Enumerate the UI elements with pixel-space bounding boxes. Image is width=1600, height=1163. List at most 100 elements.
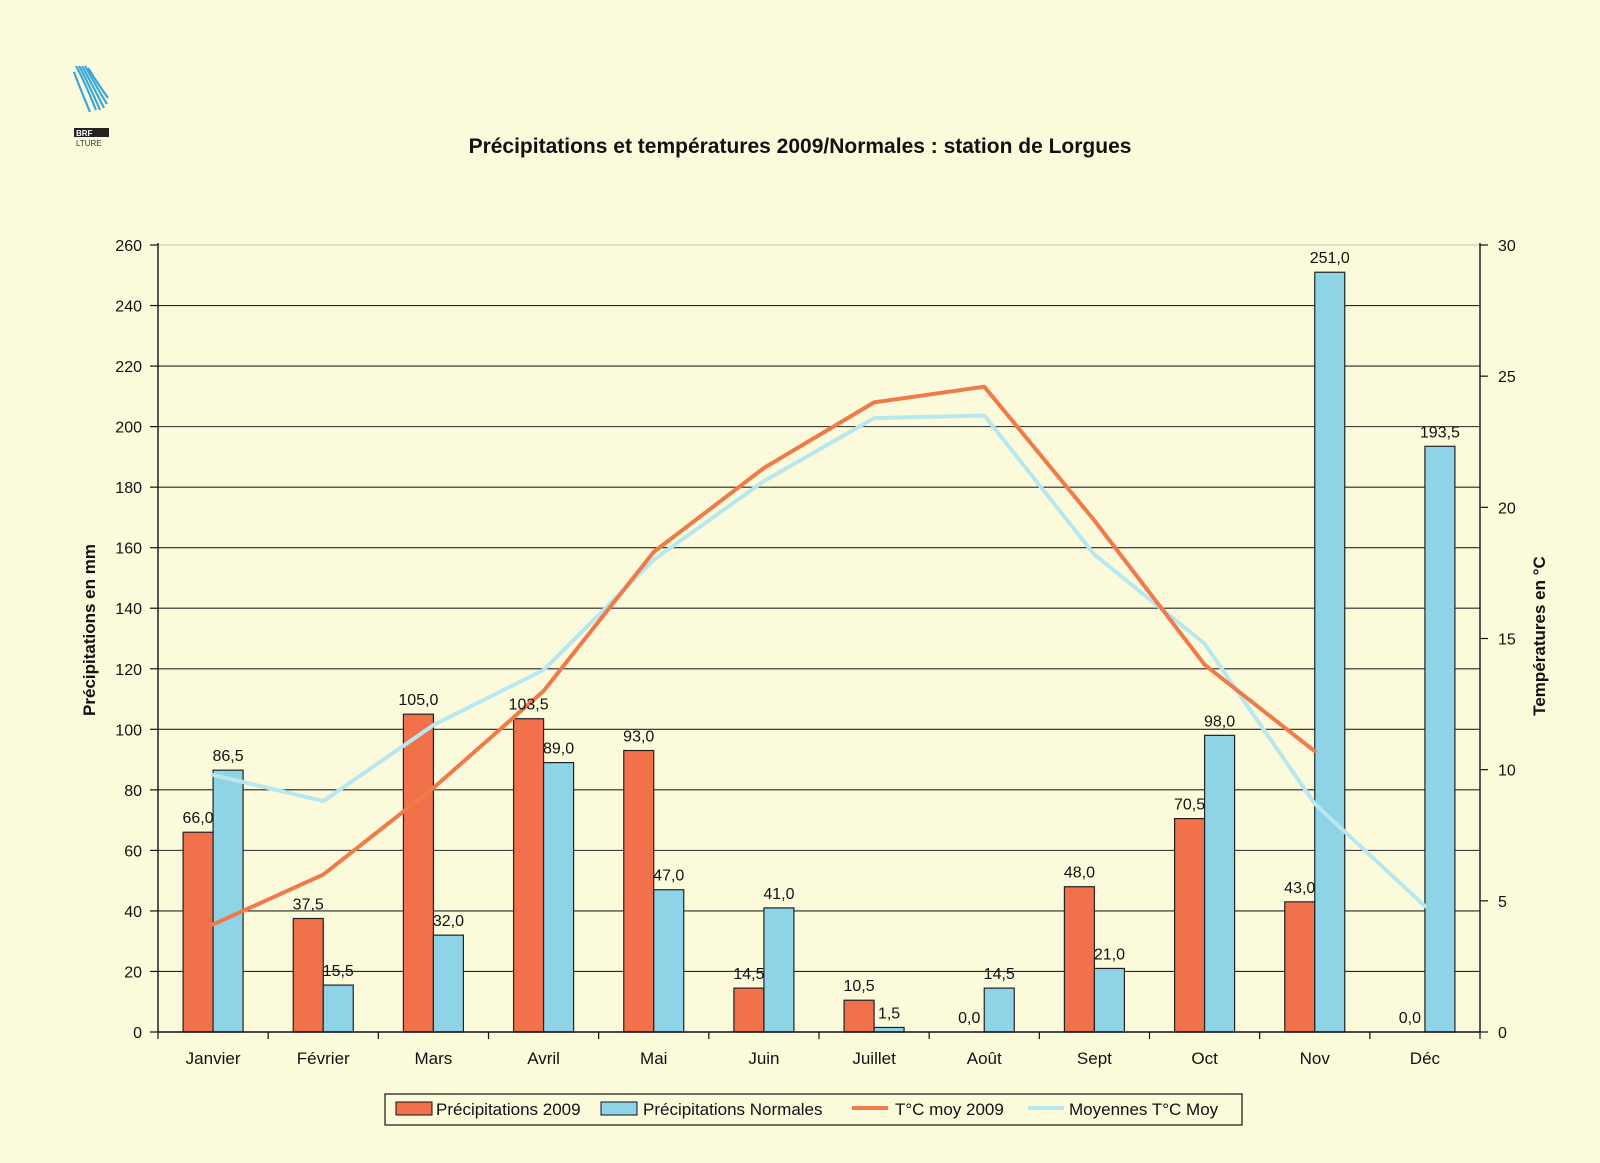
data-label-precip-2009: 37,5	[293, 896, 324, 913]
data-label-precip-2009: 10,5	[844, 978, 875, 995]
bar-precip-2009	[292, 917, 324, 1033]
data-label-precip-2009: 0,0	[1399, 1010, 1421, 1027]
y-tick-label: 200	[115, 420, 142, 437]
bar-precip-2009	[1173, 818, 1206, 1033]
y2-tick-label: 0	[1498, 1025, 1507, 1042]
grid	[158, 244, 1480, 973]
bar-precip-normal	[1424, 445, 1456, 1033]
data-label-precip-normal: 1,5	[878, 1005, 900, 1022]
x-tick-label: Déc	[1410, 1049, 1441, 1068]
y2-tick-label: 5	[1498, 894, 1507, 911]
y-tick-label: 240	[115, 299, 142, 316]
data-label-precip-normal: 89,0	[543, 741, 574, 758]
data-label-precip-normal: 86,5	[213, 748, 244, 765]
bars	[182, 271, 1456, 1033]
line-temp-2009	[211, 384, 1317, 927]
legend-label-precip-normal: Précipitations Normales	[643, 1100, 823, 1119]
y-tick-label: 40	[124, 904, 142, 921]
y-tick-label: 140	[115, 601, 142, 618]
x-tick-label: Oct	[1191, 1049, 1218, 1068]
bar-precip-normal	[983, 987, 1015, 1033]
data-label-precip-2009: 93,0	[623, 728, 654, 745]
data-label-precip-normal: 251,0	[1310, 250, 1350, 267]
y-tick-label: 160	[115, 541, 142, 558]
x-tick-label: Juin	[748, 1049, 779, 1068]
temperature-lines	[211, 384, 1427, 927]
data-label-precip-2009: 103,5	[509, 697, 549, 714]
y-tick-label: 220	[115, 359, 142, 376]
y-tick-label: 260	[115, 238, 142, 255]
y2-tick-label: 20	[1498, 500, 1516, 517]
y2-tick-label: 15	[1498, 632, 1516, 649]
data-label-precip-normal: 21,0	[1094, 946, 1125, 963]
x-tick-label: Avril	[527, 1049, 560, 1068]
legend-swatch-precip-normal	[600, 1101, 638, 1116]
x-tick-label: Nov	[1300, 1049, 1331, 1068]
data-label-precip-normal: 15,5	[323, 963, 354, 980]
logo-text-top: BRF	[76, 129, 93, 138]
bar-precip-2009	[733, 987, 765, 1033]
x-tick-label: Sept	[1077, 1049, 1112, 1068]
y-tick-label: 80	[124, 783, 142, 800]
axes: 0 20 40 60 80 100 120 140 160 180 200 220 240 260 0 5 10…	[115, 238, 1516, 1068]
y2-tick-label: 30	[1498, 238, 1516, 255]
bar-precip-normal	[212, 769, 244, 1033]
legend: Précipitations 2009 Précipitations Norma…	[384, 1093, 1243, 1126]
data-label-precip-normal: 193,5	[1420, 424, 1460, 441]
x-tick-label: Mars	[415, 1049, 453, 1068]
x-tick-label: Juillet	[852, 1049, 896, 1068]
data-label-precip-2009: 66,0	[183, 810, 214, 827]
bar-precip-2009	[843, 999, 875, 1033]
data-label-precip-2009: 70,5	[1174, 797, 1205, 814]
data-label-precip-2009: 43,0	[1284, 880, 1315, 897]
data-label-precip-2009: 0,0	[958, 1010, 980, 1027]
bar-precip-normal	[763, 907, 795, 1033]
data-label-precip-normal: 14,5	[984, 966, 1015, 983]
data-label-precip-normal: 98,0	[1204, 713, 1235, 730]
bar-precip-normal	[542, 762, 575, 1033]
legend-label-temp-normal: Moyennes T°C Moy	[1069, 1100, 1219, 1119]
data-label-precip-2009: 48,0	[1064, 865, 1095, 882]
bar-precip-2009	[402, 713, 435, 1033]
y-tick-label: 120	[115, 662, 142, 679]
y-tick-label: 20	[124, 964, 142, 981]
y2-axis-title: Températures en °C	[1530, 556, 1549, 716]
bar-precip-normal	[1093, 967, 1126, 1033]
bar-precip-2009	[1063, 886, 1096, 1033]
chart-title: Précipitations et températures 2009/Norm…	[469, 135, 1132, 158]
y-tick-label: 60	[124, 843, 142, 860]
data-label-precip-2009: 14,5	[733, 966, 764, 983]
bar-precip-normal	[653, 889, 685, 1033]
y-axis-title: Précipitations en mm	[80, 544, 99, 716]
bar-precip-2009	[512, 718, 545, 1033]
legend-box	[384, 1093, 1243, 1126]
x-tick-label: Mai	[640, 1049, 667, 1068]
y2-tick-label: 25	[1498, 369, 1516, 386]
bar-precip-normal	[1203, 734, 1236, 1033]
y-tick-label: 0	[133, 1025, 142, 1042]
legend-label-temp-2009: T°C moy 2009	[895, 1100, 1004, 1119]
bar-precip-normal	[1314, 271, 1346, 1033]
logo-text-bottom: LTURE	[76, 139, 102, 148]
bar-precip-2009	[1284, 901, 1316, 1033]
bar-precip-normal	[322, 984, 354, 1033]
y2-tick-label: 10	[1498, 763, 1516, 780]
logo: BRF LTURE	[72, 65, 109, 148]
data-label-precip-normal: 32,0	[433, 913, 464, 930]
wave-logo-icon	[72, 65, 109, 113]
y-tick-label: 100	[115, 722, 142, 739]
legend-label-precip-2009: Précipitations 2009	[436, 1100, 581, 1119]
bar-precip-2009	[182, 831, 214, 1033]
legend-swatch-precip-2009	[395, 1101, 433, 1116]
data-label-precip-normal: 41,0	[763, 886, 794, 903]
bar-precip-normal	[432, 934, 465, 1033]
data-labels: 66,0 86,5 37,5 15,5 105,0 32,0 103,5 89,0 93,0 47…	[183, 250, 1461, 1027]
x-tick-label: Août	[967, 1049, 1002, 1068]
data-label-precip-normal: 47,0	[653, 868, 684, 885]
line-temp-normal	[211, 413, 1427, 909]
x-tick-label: Février	[297, 1049, 350, 1068]
x-tick-label: Janvier	[186, 1049, 241, 1068]
y-tick-label: 180	[115, 480, 142, 497]
bar-precip-2009	[623, 749, 655, 1033]
